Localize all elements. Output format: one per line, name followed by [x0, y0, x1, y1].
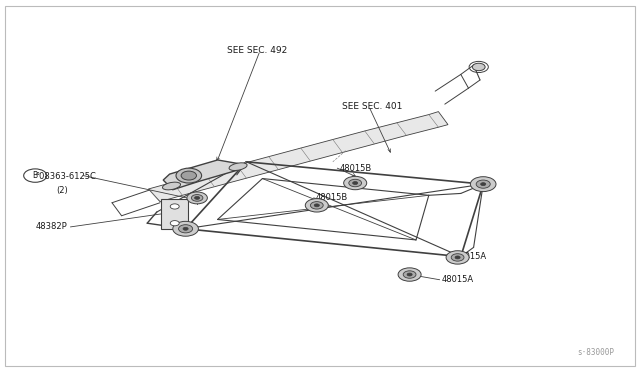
Circle shape: [476, 180, 490, 188]
Circle shape: [344, 176, 367, 190]
Circle shape: [472, 63, 485, 71]
Circle shape: [170, 204, 179, 209]
Circle shape: [349, 179, 362, 187]
Circle shape: [187, 192, 207, 204]
Circle shape: [305, 199, 328, 212]
Text: 48015A: 48015A: [442, 275, 474, 284]
Text: s·83000P: s·83000P: [577, 348, 614, 357]
Circle shape: [310, 202, 323, 209]
Text: 48015B: 48015B: [339, 164, 371, 173]
Bar: [161, 199, 188, 229]
Circle shape: [176, 168, 202, 183]
Circle shape: [183, 227, 188, 230]
Text: 48382P: 48382P: [35, 222, 67, 231]
Text: B: B: [32, 171, 37, 180]
Circle shape: [470, 177, 496, 192]
Polygon shape: [163, 160, 243, 190]
Circle shape: [314, 204, 319, 207]
Text: SEE SEC. 492: SEE SEC. 492: [227, 46, 287, 55]
Circle shape: [195, 196, 200, 199]
Circle shape: [481, 183, 486, 186]
Text: SEE SEC. 401: SEE SEC. 401: [342, 102, 403, 110]
Text: °08363-6125C: °08363-6125C: [35, 172, 96, 181]
Circle shape: [191, 195, 203, 201]
Circle shape: [455, 256, 460, 259]
Circle shape: [407, 273, 412, 276]
Circle shape: [451, 254, 464, 261]
Circle shape: [179, 225, 193, 233]
Ellipse shape: [163, 182, 180, 190]
Circle shape: [403, 271, 416, 278]
Text: 48015B: 48015B: [316, 193, 348, 202]
Text: (2): (2): [56, 186, 68, 195]
Text: 48015A: 48015A: [454, 252, 486, 261]
Ellipse shape: [229, 163, 247, 170]
Circle shape: [170, 221, 179, 226]
Circle shape: [173, 221, 198, 236]
Circle shape: [353, 182, 358, 185]
Circle shape: [398, 268, 421, 281]
Circle shape: [446, 251, 469, 264]
Polygon shape: [148, 112, 448, 202]
Circle shape: [181, 171, 196, 180]
